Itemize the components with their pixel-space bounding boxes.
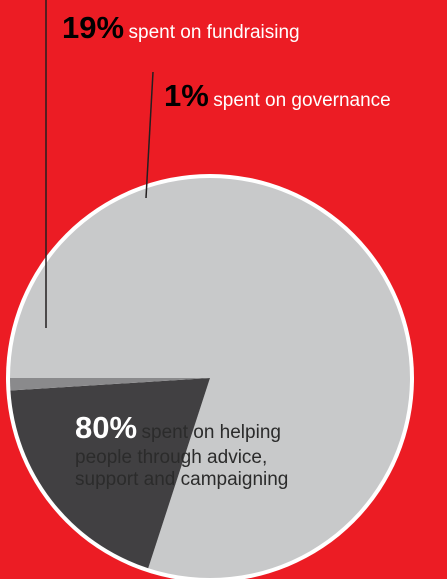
helping-percent: 80% [75, 410, 138, 445]
governance-text: spent on governance [213, 90, 391, 111]
pie-slice-helping [10, 177, 410, 578]
governance-leader-line [145, 71, 154, 199]
fundraising-text: spent on fundraising [128, 22, 300, 43]
helping-text-line-1: spent on helping [141, 422, 281, 443]
governance-percent: 1% [164, 78, 209, 113]
helping-text-line-2: people through advice, [75, 446, 268, 468]
fundraising-label: 19% spent on fundraising [62, 10, 300, 47]
pie-slice-governance [10, 378, 210, 391]
pie-slice-fundraising [10, 378, 211, 569]
fundraising-percent: 19% [62, 10, 125, 45]
helping-label: 80% spent on helping people through advi… [75, 410, 288, 491]
helping-text-line-3: support and campaigning [75, 468, 289, 490]
governance-label: 1% spent on governance [164, 78, 391, 115]
